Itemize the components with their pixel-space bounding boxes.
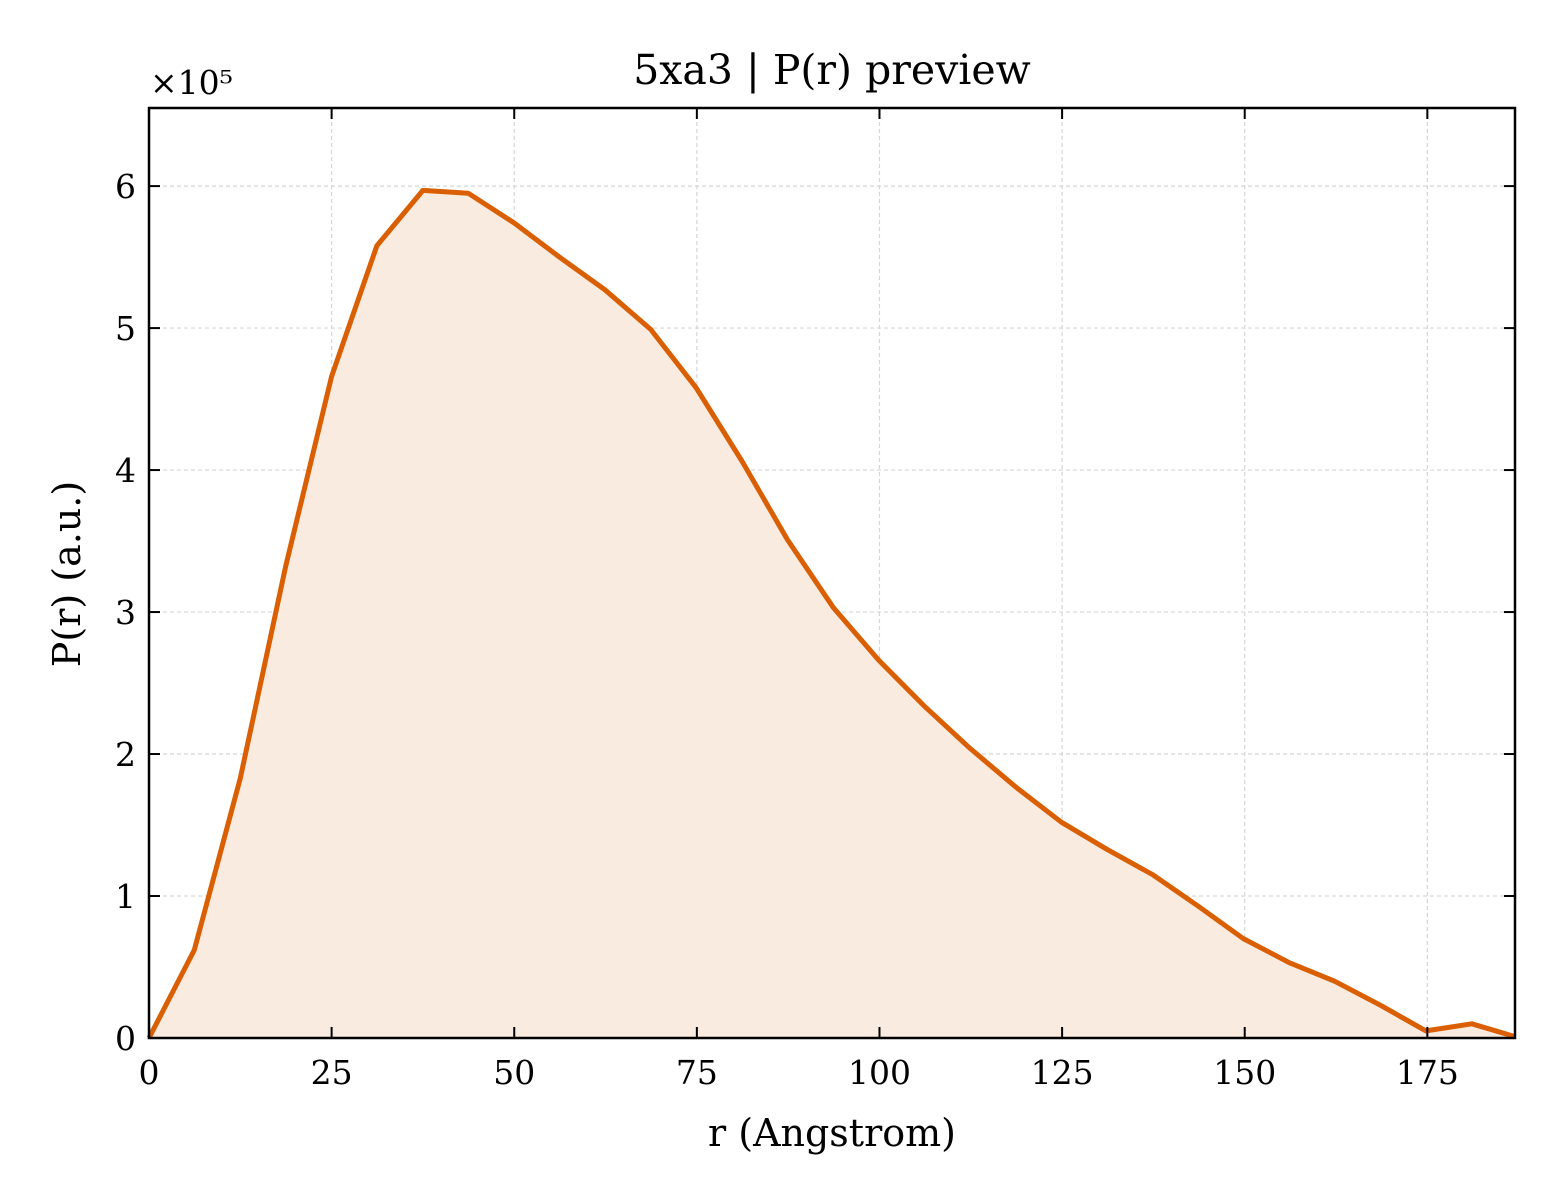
y-tick-label: 3 <box>115 593 136 632</box>
axis-ticks: 0 25 50 75 100 125 150 175 0 1 2 3 4 5 6 <box>115 108 1515 1092</box>
y-tick-label: 1 <box>115 877 136 916</box>
area-fill <box>149 190 1515 1038</box>
y-tick-label: 2 <box>115 735 136 774</box>
y-tick-label: 6 <box>115 167 136 206</box>
y-tick-label: 4 <box>115 451 136 490</box>
x-tick-label: 50 <box>493 1053 535 1092</box>
y-tick-label: 0 <box>115 1019 136 1058</box>
x-axis-label: r (Angstrom) <box>708 1111 956 1155</box>
x-tick-label: 175 <box>1396 1053 1459 1092</box>
x-tick-label: 75 <box>676 1053 718 1092</box>
plot-frame <box>147 106 1517 1040</box>
series-line <box>146 187 1516 1040</box>
x-tick-label: 125 <box>1031 1053 1094 1092</box>
x-tick-label: 25 <box>311 1053 353 1092</box>
chart-title: 5xa3 | P(r) preview <box>633 46 1031 94</box>
y-axis-label: P(r) (a.u.) <box>45 481 89 667</box>
x-tick-label: 0 <box>139 1053 160 1092</box>
y-tick-label: 5 <box>115 309 136 348</box>
x-tick-label: 150 <box>1213 1053 1276 1092</box>
y-offset-text: ×10⁵ <box>150 63 233 102</box>
x-tick-label: 100 <box>848 1053 911 1092</box>
